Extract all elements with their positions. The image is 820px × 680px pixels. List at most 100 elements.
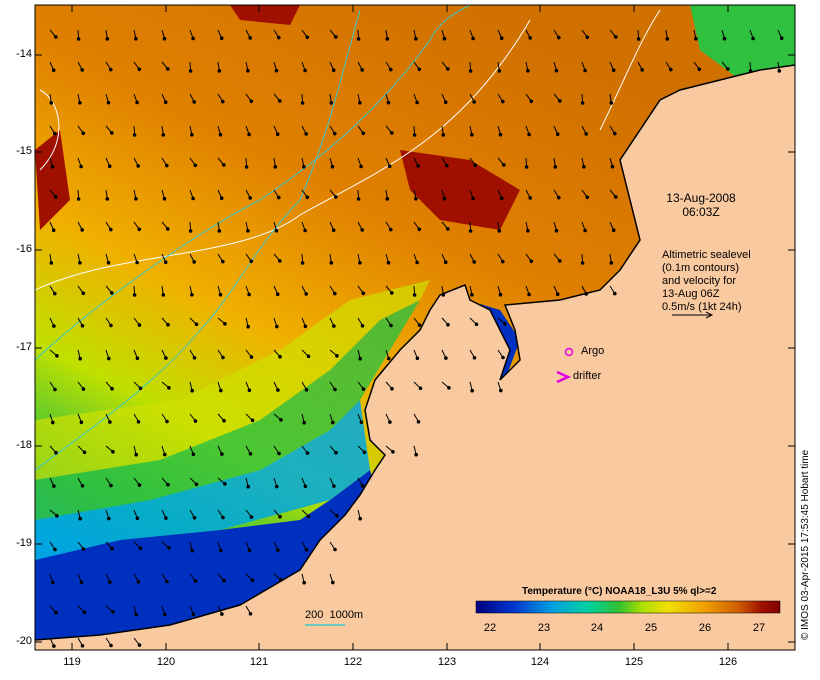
velocity-arrow-head: [558, 99, 562, 103]
velocity-arrow-head: [221, 99, 225, 104]
velocity-arrow-head: [389, 323, 393, 328]
velocity-arrow-head: [360, 68, 365, 72]
velocity-arrows: [49, 29, 784, 648]
velocity-arrow-head: [501, 259, 505, 264]
velocity-arrow-head: [194, 482, 199, 487]
velocity-arrow-head: [276, 548, 280, 552]
velocity-arrow-head: [359, 164, 363, 169]
velocity-arrow-head: [81, 547, 86, 551]
velocity-arrow-head: [415, 356, 420, 361]
velocity-arrow-head: [358, 356, 363, 361]
velocity-arrow-head: [136, 420, 141, 424]
velocity-arrow-head: [304, 292, 309, 296]
ne-green: [690, 5, 795, 80]
velocity-arrow-head: [109, 67, 113, 72]
velocity-arrow-head: [304, 548, 309, 552]
velocity-arrow-head: [191, 452, 196, 457]
x-tick-label: 125: [624, 656, 644, 668]
velocity-arrow-head: [51, 580, 55, 585]
velocity-arrow-head: [110, 131, 114, 135]
x-tick-label: 122: [343, 656, 363, 668]
velocity-arrow-head: [361, 387, 366, 391]
velocity-arrow-head: [558, 259, 562, 263]
velocity-arrow-head: [108, 580, 112, 584]
isobath-200m: [35, 5, 471, 361]
velocity-arrow-head: [361, 291, 366, 296]
velocity-arrow-head: [610, 164, 615, 169]
velocity-arrow-head: [276, 388, 280, 392]
velocity-arrow-head: [331, 420, 335, 425]
colorbar-tick-label: 24: [590, 622, 604, 634]
velocity-arrow-head: [416, 420, 421, 424]
velocity-arrow-head: [471, 196, 475, 201]
y-tick-label: -14: [16, 48, 32, 60]
velocity-arrow-head: [49, 261, 54, 265]
velocity-arrow-head: [358, 261, 362, 265]
velocity-arrow-head: [527, 132, 531, 137]
y-tick-label: -16: [16, 243, 32, 255]
velocity-arrow-head: [54, 610, 58, 615]
velocity-arrow-head: [78, 356, 82, 361]
velocity-arrow-head: [302, 165, 306, 169]
velocity-arrow-head: [334, 450, 338, 455]
velocity-arrow-head: [51, 68, 56, 72]
velocity-arrow-head: [554, 228, 559, 233]
velocity-arrow-head: [248, 36, 252, 40]
sealevel-contour: [39, 89, 60, 171]
velocity-arrow-head: [356, 197, 361, 201]
velocity-arrow-head: [613, 131, 617, 136]
velocity-arrow-head: [330, 164, 335, 169]
velocity-arrow-head: [161, 293, 166, 297]
velocity-arrow-head: [222, 578, 226, 583]
velocity-arrow-head: [385, 37, 390, 41]
velocity-arrow-head: [499, 36, 504, 41]
velocity-arrow-head: [748, 69, 753, 73]
velocity-arrow-head: [275, 484, 279, 489]
velocity-arrow-head: [82, 610, 87, 615]
credit-text: © IMOS 03-Apr-2015 17:53:45 Hobart time: [800, 449, 811, 640]
velocity-arrow-head: [361, 131, 366, 136]
velocity-arrow-head: [167, 386, 171, 390]
velocity-arrow-head: [585, 195, 590, 200]
velocity-arrow-head: [415, 260, 419, 265]
velocity-arrow-head: [472, 260, 477, 264]
green-band: [35, 300, 420, 520]
velocity-arrow-head: [106, 260, 111, 265]
velocity-arrow-head: [306, 354, 311, 359]
velocity-arrow-head: [105, 197, 110, 201]
velocity-arrow-head: [136, 580, 141, 584]
velocity-arrow-head: [55, 354, 59, 358]
velocity-arrow-head: [106, 100, 111, 105]
velocity-arrow-head: [80, 228, 84, 232]
velocity-arrow-head: [162, 196, 167, 201]
velocity-arrow-head: [246, 229, 250, 233]
argo-label: Argo: [581, 345, 605, 357]
velocity-arrow-head: [779, 36, 784, 41]
velocity-arrow-head: [553, 165, 558, 169]
colorbar-tick-label: 27: [752, 622, 766, 634]
velocity-arrow-head: [303, 228, 307, 233]
velocity-arrow-head: [305, 451, 310, 455]
velocity-arrow-head: [386, 100, 391, 105]
velocity-arrow-head: [136, 164, 140, 168]
velocity-arrow-head: [528, 36, 533, 40]
velocity-arrow-head: [110, 291, 114, 295]
velocity-arrow-head: [358, 516, 363, 521]
velocity-arrow-head: [78, 516, 82, 521]
y-tick-label: -18: [16, 439, 32, 451]
velocity-arrow-head: [247, 292, 251, 297]
velocity-arrow-head: [472, 356, 477, 360]
velocity-arrow-head: [390, 291, 394, 295]
x-tick-label: 123: [437, 656, 457, 668]
velocity-arrow-head: [446, 227, 450, 231]
velocity-arrow-head: [279, 578, 283, 582]
velocity-arrow-head: [391, 450, 395, 454]
coastline: [35, 64, 795, 641]
x-tick-label: 126: [718, 656, 738, 668]
y-tick-label: -15: [16, 145, 32, 157]
colorbar: [475, 600, 781, 614]
velocity-arrow-head: [248, 196, 252, 200]
velocity-arrow-head: [78, 101, 82, 105]
velocity-arrow-head: [442, 36, 447, 41]
velocity-arrow-head: [79, 420, 84, 425]
